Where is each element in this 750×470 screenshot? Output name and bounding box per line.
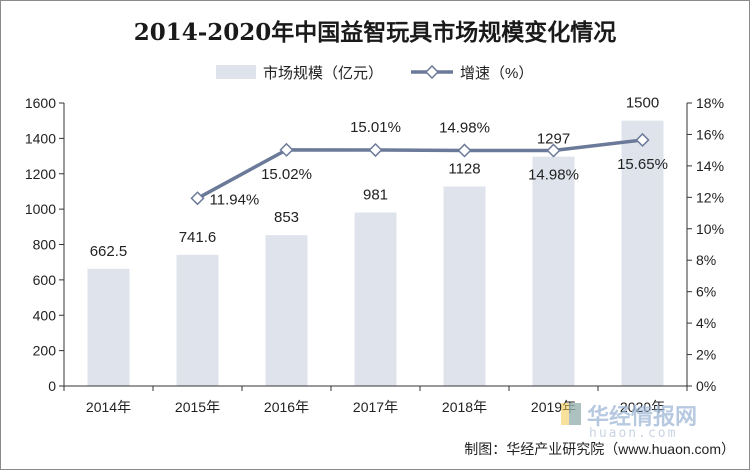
growth-point-marker: [546, 143, 561, 158]
growth-value-label: 15.02%: [261, 166, 312, 183]
watermark-logo-accent-icon: [569, 403, 581, 425]
growth-value-label: 15.01%: [350, 119, 401, 136]
bar-value-label: 741.6: [179, 229, 217, 246]
bar-value-label: 662.5: [90, 243, 128, 260]
bar-value-label: 1128: [448, 160, 480, 177]
growth-point-marker: [368, 142, 383, 158]
growth-value-label: 11.94%: [210, 191, 260, 208]
watermark-name: 华经情报网: [587, 405, 698, 430]
bar-2020年: [621, 120, 664, 386]
x-tick-label: 2015年: [175, 399, 220, 415]
x-tick-label: 2018年: [442, 399, 487, 415]
bar-value-label: 853: [274, 209, 299, 226]
y-left-tick-label: 1200: [25, 166, 56, 182]
legend-line-marker: [424, 64, 440, 80]
y-right-tick-label: 2%: [696, 347, 716, 363]
growth-point-marker: [635, 132, 650, 148]
growth-line: [196, 138, 643, 200]
growth-value-label: 15.65%: [617, 156, 668, 173]
bar-2016年: [265, 235, 308, 386]
x-tick-label: 2017年: [353, 399, 398, 415]
y-left-tick-label: 1600: [25, 95, 56, 111]
y-right-tick-label: 18%: [696, 95, 724, 111]
bar-2015年: [176, 254, 219, 386]
y-left-tick-label: 800: [33, 237, 57, 253]
watermark-url: huaon.com: [589, 426, 678, 441]
y-right-tick-label: 14%: [696, 158, 724, 174]
y-left-tick-label: 1000: [25, 201, 56, 217]
bar-value-label: 1297: [537, 131, 570, 148]
bar-value-label: 981: [363, 186, 388, 203]
y-left-tick-label: 400: [33, 307, 57, 323]
y-right-tick-label: 4%: [696, 315, 716, 331]
x-tick-label: 2016年: [264, 399, 309, 415]
growth-point-marker: [279, 142, 294, 157]
bar-2014年: [87, 268, 130, 386]
growth-value-label: 14.98%: [439, 119, 490, 136]
bar-value-label: 1500: [626, 95, 659, 112]
bar-2017年: [354, 212, 397, 386]
watermark: 华经情报网 huaon.com: [561, 399, 731, 445]
bar-2019年: [532, 156, 575, 386]
y-right-tick-label: 0%: [696, 378, 716, 394]
y-right-tick-label: 8%: [696, 252, 716, 268]
growth-value-label: 14.98%: [528, 166, 579, 183]
legend-bar-swatch: [216, 65, 256, 79]
legend-bar-label: 市场规模（亿元）: [263, 65, 383, 82]
y-left-tick-label: 200: [33, 343, 57, 359]
growth-point-marker: [190, 191, 205, 206]
bar-2018年: [443, 186, 486, 386]
x-tick-label: 2014年: [86, 399, 131, 415]
legend-line-label: 增速（%）: [460, 65, 533, 82]
y-right-tick-label: 10%: [696, 221, 724, 237]
y-right-tick-label: 12%: [696, 189, 724, 205]
y-left-tick-label: 600: [33, 272, 57, 288]
chart-title: 2014-2020年中国益智玩具市场规模变化情况: [133, 19, 617, 46]
y-right-tick-label: 16%: [696, 126, 724, 142]
y-left-tick-label: 1400: [25, 130, 56, 146]
chart-credit: 制图：华经产业研究院（www.huaon.com）: [464, 441, 735, 457]
x-tick-label: 2020年: [620, 399, 665, 415]
growth-point-marker: [457, 143, 472, 158]
y-right-tick-label: 6%: [696, 284, 716, 300]
y-left-tick-label: 0: [48, 378, 56, 394]
